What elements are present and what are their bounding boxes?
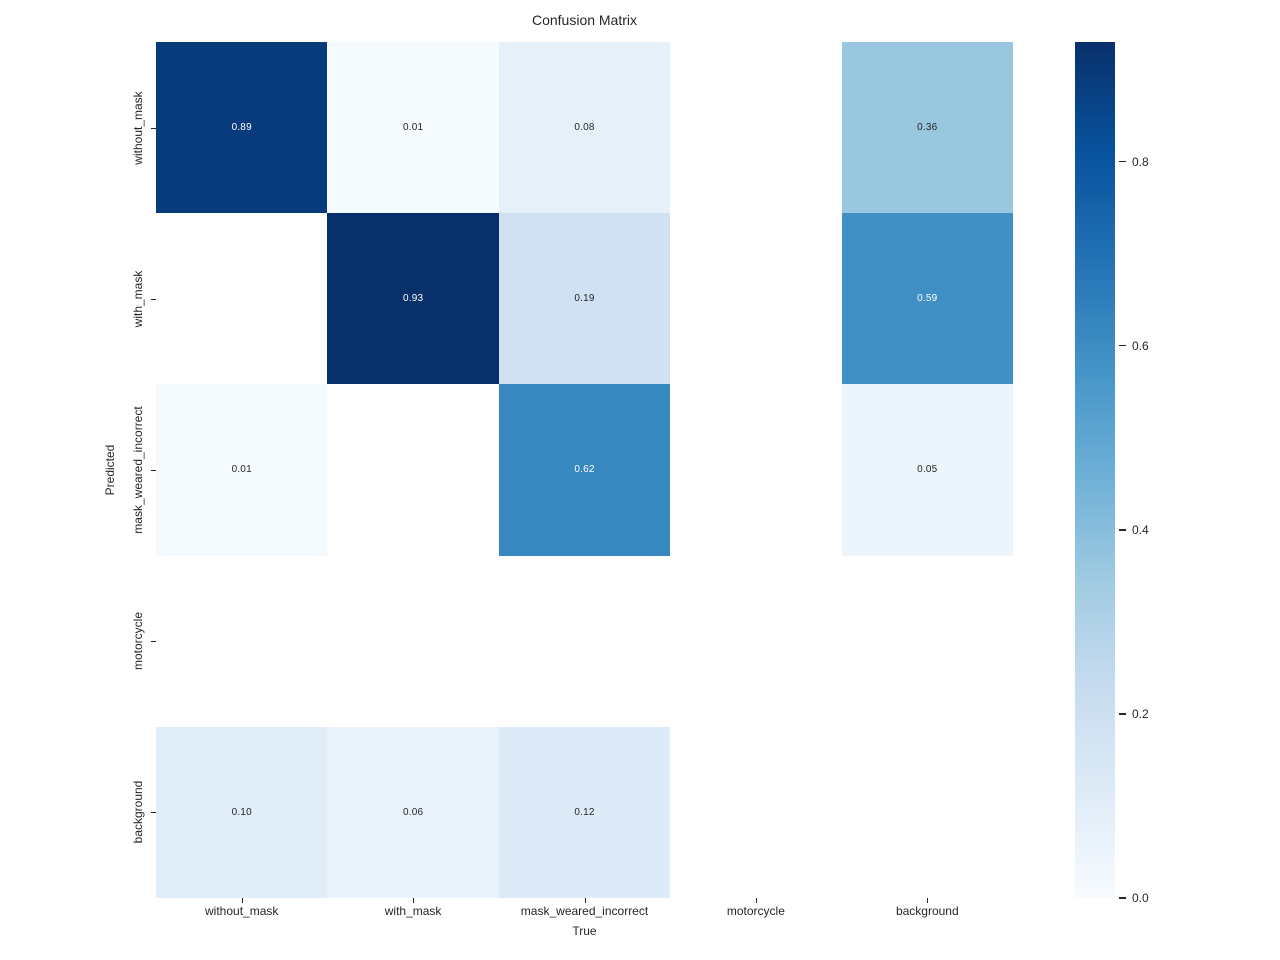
heatmap-cell: 0.12: [498, 726, 671, 898]
heatmap-cell: 0.89: [156, 42, 328, 214]
y-axis-label: Predicted: [103, 444, 117, 496]
y-tick-mark: [151, 812, 156, 814]
colorbar-tick-label: 0.8: [1132, 154, 1149, 169]
cell-annotation: 0.19: [574, 293, 595, 305]
heatmap-cell: [156, 555, 328, 727]
colorbar-tick-mark: [1119, 160, 1126, 163]
cell-annotation: 0.01: [402, 122, 424, 134]
cell-annotation: 0.93: [402, 293, 424, 305]
x-tick-mark: [241, 898, 243, 903]
cell-annotation: 0.59: [917, 293, 938, 305]
heatmap-cell: 0.19: [498, 213, 671, 385]
x-tick-mark: [413, 898, 415, 903]
colorbar-tick-label: 0.4: [1132, 522, 1149, 537]
heatmap-cell: 0.01: [156, 384, 328, 556]
x-tick-label: background: [895, 904, 959, 918]
cell-annotation: 0.10: [231, 806, 252, 818]
colorbar-gradient: [1075, 42, 1115, 898]
x-tick-mark: [927, 898, 929, 903]
heatmap-cell: 0.59: [841, 213, 1013, 385]
heatmap-cell: [156, 213, 328, 385]
cell-annotation: 0.89: [231, 122, 252, 134]
cell-annotation: 0.36: [917, 122, 938, 134]
x-tick-label: mask_weared_incorrect: [520, 904, 649, 918]
heatmap-cell: 0.10: [156, 726, 328, 898]
colorbar-tick-label: 0.6: [1132, 338, 1149, 353]
x-axis-label: True: [572, 924, 597, 938]
heatmap-cell: 0.05: [841, 384, 1013, 556]
colorbar-tick-mark: [1119, 713, 1126, 715]
cell-annotation: 0.08: [574, 122, 595, 134]
chart-title: Confusion Matrix: [531, 12, 638, 28]
heatmap-cell: [327, 384, 499, 556]
heatmap-cell: 0.36: [841, 42, 1013, 214]
y-tick-label: motorcycle: [131, 612, 145, 671]
heatmap-cell: [670, 555, 842, 727]
x-tick-label: with_mask: [384, 904, 442, 918]
heatmap-cell: 0.08: [498, 42, 671, 214]
colorbar-tick-mark: [1119, 897, 1126, 899]
heatmap-cell: [670, 384, 842, 556]
heatmap-cell: [670, 726, 842, 898]
y-tick-mark: [151, 298, 156, 300]
heatmap-cell: 0.06: [327, 726, 499, 898]
cell-annotation: 0.05: [917, 464, 938, 476]
x-tick-label: motorcycle: [726, 904, 785, 918]
y-tick-label: with_mask: [131, 270, 145, 328]
heatmap-cell: 0.01: [327, 42, 499, 214]
colorbar-tick-label: 0.2: [1132, 706, 1149, 721]
x-tick-label: without_mask: [205, 904, 279, 918]
heatmap-grid: 0.89 0.01 0.08 0.36 0.93 0.19 0.59 0.01 0.62 0.05…: [156, 42, 1013, 898]
heatmap-cell: [327, 555, 499, 727]
y-tick-label: mask_weared_incorrect: [131, 406, 145, 534]
heatmap-cell: [670, 213, 842, 385]
cell-annotation: 0.12: [574, 806, 595, 818]
heatmap-cell: 0.93: [327, 213, 499, 385]
y-tick-mark: [151, 127, 156, 129]
x-tick-mark: [755, 898, 757, 903]
y-tick-label: without_mask: [131, 90, 145, 165]
colorbar-tick-label: 0.0: [1132, 891, 1149, 905]
cell-annotation: 0.62: [574, 464, 595, 476]
colorbar: [1075, 42, 1115, 898]
colorbar-tick-mark: [1119, 529, 1126, 531]
heatmap-cell: [498, 555, 671, 727]
colorbar-tick-mark: [1119, 344, 1126, 347]
heatmap-cell: 0.62: [498, 384, 671, 556]
x-tick-mark: [584, 898, 586, 903]
cell-annotation: 0.01: [231, 464, 252, 476]
heatmap-cell: [841, 726, 1013, 898]
cell-annotation: 0.06: [402, 806, 424, 818]
y-tick-mark: [151, 470, 156, 471]
y-tick-mark: [151, 641, 156, 643]
y-tick-label: background: [131, 781, 145, 844]
heatmap-cell: [670, 42, 842, 214]
heatmap-cell: [841, 555, 1013, 727]
